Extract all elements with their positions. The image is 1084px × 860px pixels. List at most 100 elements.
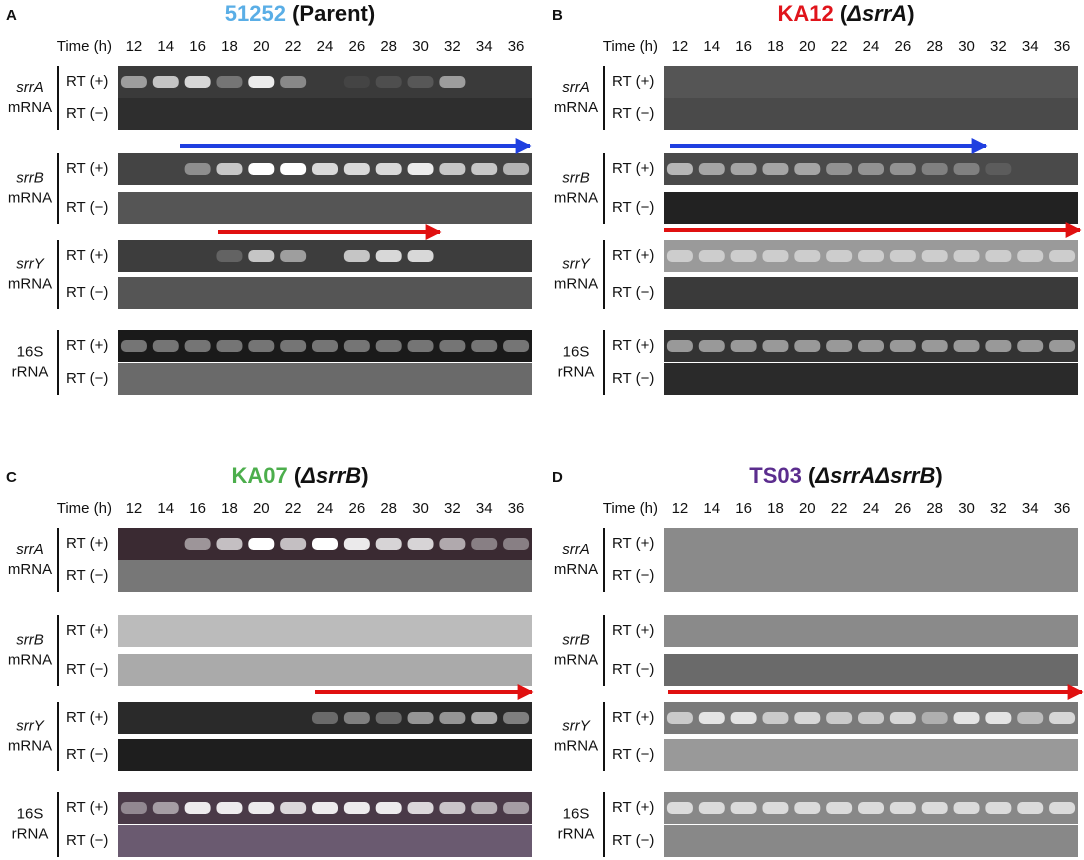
- gene-kind: mRNA: [8, 189, 52, 206]
- time-label-value: 34: [1022, 38, 1039, 55]
- time-label-value: 16: [735, 38, 752, 55]
- gel-band: [216, 802, 243, 814]
- gel-band: [985, 250, 1012, 262]
- gene-label: srrA: [562, 79, 590, 96]
- gel-lane-strip: [664, 739, 1078, 771]
- time-label-value: 12: [126, 500, 143, 517]
- time-label-value: 14: [157, 500, 174, 517]
- rt-label: RT (+): [66, 709, 108, 726]
- gene-kind: rRNA: [558, 825, 595, 842]
- gel-band: [343, 802, 370, 814]
- gel-band: [730, 712, 757, 724]
- gel-band: [1049, 250, 1076, 262]
- gel-lane-strip: [118, 192, 532, 224]
- gel-band: [471, 163, 498, 175]
- gel-band: [248, 250, 275, 262]
- gel-band: [794, 802, 821, 814]
- gel-band: [826, 802, 853, 814]
- gel-band: [248, 340, 275, 352]
- gel-band: [762, 340, 789, 352]
- time-label-value: 14: [703, 500, 720, 517]
- title-run: (: [288, 463, 302, 488]
- rt-label: RT (+): [612, 709, 654, 726]
- gel-band: [280, 340, 307, 352]
- gel-band: [698, 712, 725, 724]
- gel-band: [921, 802, 948, 814]
- gene-kind: mRNA: [8, 275, 52, 292]
- gel-lane-strip: [118, 240, 532, 272]
- gel-band: [280, 802, 307, 814]
- gel-band: [1049, 712, 1076, 724]
- gel-band: [858, 340, 884, 352]
- gel-band: [698, 163, 725, 175]
- gel-band: [407, 163, 434, 175]
- rt-label: RT (−): [612, 370, 654, 387]
- gene-label: srrY: [16, 255, 44, 272]
- rt-label: RT (−): [612, 199, 654, 216]
- title-run: (Parent): [286, 1, 375, 26]
- time-label-value: 24: [317, 38, 334, 55]
- rt-label: RT (+): [66, 799, 108, 816]
- gene-label: 16S: [563, 805, 590, 822]
- panel-letter: A: [6, 7, 17, 24]
- gel-band: [921, 250, 948, 262]
- gene-label: srrB: [16, 169, 44, 186]
- rt-label: RT (−): [66, 661, 108, 678]
- gel-lane-strip: [664, 825, 1078, 857]
- gel-band: [280, 163, 307, 175]
- gel-band: [953, 712, 980, 724]
- gene-label: srrA: [16, 79, 44, 96]
- gel-lane-strip: [664, 560, 1078, 592]
- rt-label: RT (+): [66, 622, 108, 639]
- gene-kind: mRNA: [8, 561, 52, 578]
- time-label-value: 30: [412, 38, 429, 55]
- gel-band: [1049, 802, 1076, 814]
- gel-band: [471, 712, 498, 724]
- gel-band: [407, 712, 434, 724]
- gel-band: [280, 250, 307, 262]
- rt-label: RT (−): [612, 832, 654, 849]
- gel-band: [921, 712, 948, 724]
- gel-band: [248, 76, 275, 88]
- gel-band: [375, 712, 402, 724]
- gel-band: [762, 712, 789, 724]
- time-label-value: 36: [508, 500, 525, 517]
- time-label: Time (h): [57, 500, 112, 517]
- gel-lane-strip: [664, 654, 1078, 686]
- gel-band: [407, 538, 434, 550]
- gel-band: [343, 538, 370, 550]
- gel-band: [889, 712, 916, 724]
- time-label-value: 26: [349, 500, 366, 517]
- gene-kind: mRNA: [554, 275, 598, 292]
- gel-band: [730, 163, 757, 175]
- gel-band: [343, 163, 370, 175]
- gel-band: [985, 163, 1012, 175]
- time-label-value: 36: [1054, 38, 1071, 55]
- rt-label: RT (−): [66, 832, 108, 849]
- time-label-value: 30: [412, 500, 429, 517]
- gel-band: [666, 340, 693, 352]
- gel-band: [826, 340, 853, 352]
- gel-lane-strip: [664, 363, 1078, 395]
- gel-band: [921, 163, 948, 175]
- gel-lane-strip: [664, 528, 1078, 560]
- gel-band: [858, 163, 884, 175]
- time-label: Time (h): [57, 38, 112, 55]
- gel-band: [953, 250, 980, 262]
- time-label-value: 20: [799, 38, 816, 55]
- gel-band: [375, 250, 402, 262]
- time-label-value: 18: [221, 38, 238, 55]
- time-label-value: 24: [863, 38, 880, 55]
- panel-letter: B: [552, 7, 563, 24]
- gel-band: [503, 538, 530, 550]
- gel-band: [280, 538, 307, 550]
- gel-band: [666, 250, 693, 262]
- gel-band: [375, 340, 402, 352]
- gel-band: [439, 712, 466, 724]
- time-label-value: 22: [285, 500, 302, 517]
- title-run: (: [802, 463, 816, 488]
- gel-band: [439, 538, 466, 550]
- gel-band: [762, 802, 789, 814]
- rt-label: RT (−): [66, 105, 108, 122]
- gel-band: [889, 163, 916, 175]
